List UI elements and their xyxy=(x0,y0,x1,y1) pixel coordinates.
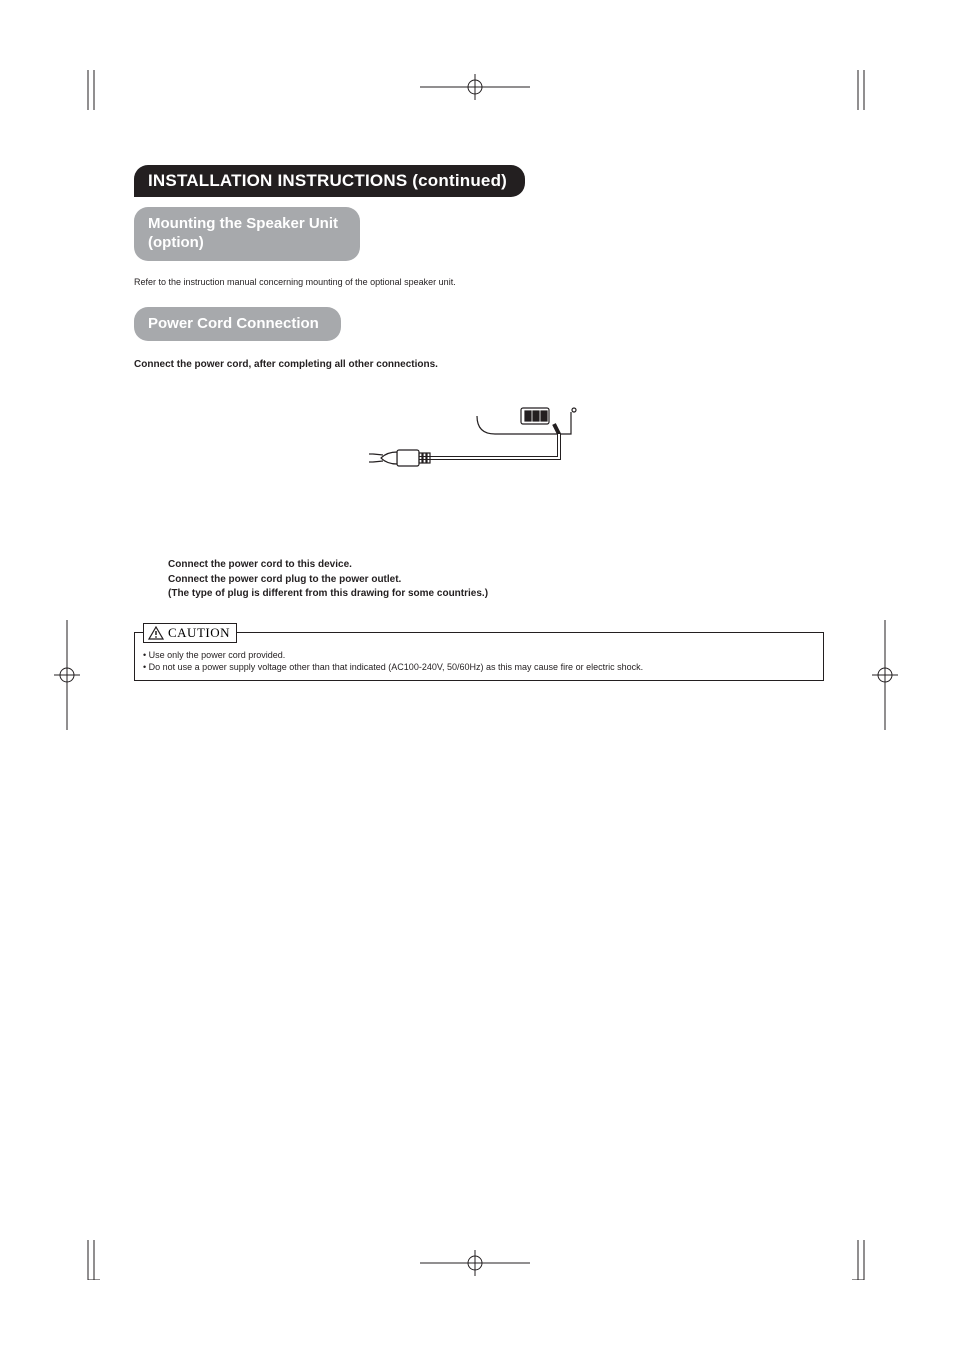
warning-icon xyxy=(148,626,164,640)
crop-bl xyxy=(60,1240,100,1280)
crop-br xyxy=(852,1240,892,1280)
caution-bullet-1: • Use only the power cord provided. xyxy=(143,649,815,662)
instruction-1: Connect the power cord to this device. xyxy=(168,558,824,573)
instruction-3: (The type of plug is different from this… xyxy=(168,587,824,602)
subheading-mounting: Mounting the Speaker Unit (option) xyxy=(134,207,360,261)
subheading-power: Power Cord Connection xyxy=(134,307,341,342)
power-cord-diagram xyxy=(134,398,824,518)
section-title: INSTALLATION INSTRUCTIONS (continued) xyxy=(134,165,525,197)
caution-text: • Use only the power cord provided. • Do… xyxy=(143,649,815,674)
subheading-mounting-line2: (option) xyxy=(148,234,204,251)
instruction-2: Connect the power cord plug to the power… xyxy=(168,573,824,588)
page-content: INSTALLATION INSTRUCTIONS (continued) Mo… xyxy=(134,165,824,681)
caution-label: CAUTION xyxy=(143,623,237,643)
section-title-text: INSTALLATION INSTRUCTIONS (continued) xyxy=(148,171,507,190)
subheading-power-text: Power Cord Connection xyxy=(148,315,319,332)
reg-mark-left xyxy=(52,620,82,730)
reg-mark-right xyxy=(870,620,900,730)
crop-tr xyxy=(852,70,892,110)
reg-mark-bottom xyxy=(420,1248,530,1278)
subheading-mounting-line1: Mounting the Speaker Unit xyxy=(148,215,338,232)
caution-bullet-2: • Do not use a power supply voltage othe… xyxy=(143,661,815,674)
instruction-block: Connect the power cord to this device. C… xyxy=(168,558,824,602)
speaker-note: Refer to the instruction manual concerni… xyxy=(134,277,824,287)
connect-lead: Connect the power cord, after completing… xyxy=(134,359,824,370)
reg-mark-top xyxy=(420,72,530,102)
crop-tl xyxy=(60,70,100,110)
caution-box: CAUTION • Use only the power cord provid… xyxy=(134,632,824,681)
caution-label-text: CAUTION xyxy=(168,625,230,641)
